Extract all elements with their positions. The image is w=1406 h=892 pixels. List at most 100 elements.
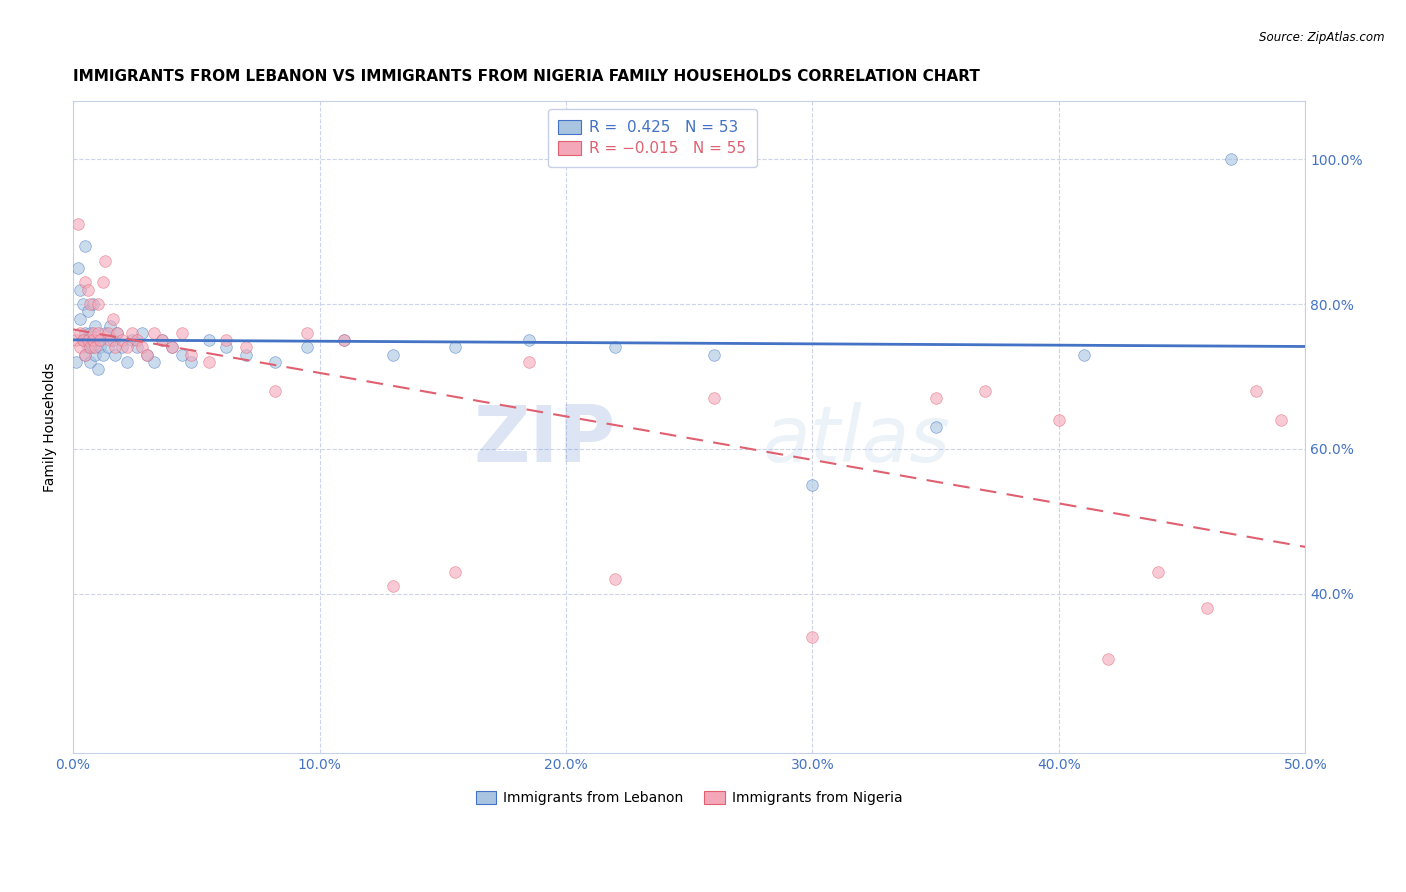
Point xyxy=(84,318,107,333)
Point xyxy=(75,326,97,340)
Point xyxy=(82,297,104,311)
Point xyxy=(65,333,87,347)
Point xyxy=(107,326,129,340)
Point xyxy=(143,355,166,369)
Point xyxy=(170,326,193,340)
Point xyxy=(72,333,94,347)
Point xyxy=(84,341,107,355)
Point xyxy=(117,355,139,369)
Point xyxy=(79,297,101,311)
Point xyxy=(160,341,183,355)
Text: atlas: atlas xyxy=(763,402,950,478)
Point xyxy=(127,341,149,355)
Point xyxy=(98,333,121,347)
Point xyxy=(801,630,824,644)
Text: ZIP: ZIP xyxy=(472,402,616,478)
Point xyxy=(79,355,101,369)
Point xyxy=(69,341,91,355)
Point xyxy=(131,341,153,355)
Point xyxy=(1195,601,1218,615)
Point xyxy=(69,326,91,340)
Point xyxy=(91,348,114,362)
Point xyxy=(65,355,87,369)
Point xyxy=(1146,565,1168,579)
Point xyxy=(101,333,124,347)
Point xyxy=(117,341,139,355)
Point xyxy=(215,341,238,355)
Point xyxy=(150,333,173,347)
Point xyxy=(87,297,110,311)
Point xyxy=(444,341,467,355)
Point xyxy=(297,326,319,340)
Point xyxy=(121,326,143,340)
Point xyxy=(101,311,124,326)
Point xyxy=(84,348,107,362)
Point xyxy=(82,333,104,347)
Point xyxy=(91,275,114,289)
Point xyxy=(69,283,91,297)
Point xyxy=(127,333,149,347)
Point xyxy=(264,384,287,398)
Point xyxy=(136,348,159,362)
Point xyxy=(160,341,183,355)
Point xyxy=(79,341,101,355)
Point xyxy=(180,355,202,369)
Point xyxy=(235,341,257,355)
Point xyxy=(180,348,202,362)
Point xyxy=(107,326,129,340)
Point xyxy=(703,391,725,405)
Point xyxy=(517,355,540,369)
Point xyxy=(1097,651,1119,665)
Text: IMMIGRANTS FROM LEBANON VS IMMIGRANTS FROM NIGERIA FAMILY HOUSEHOLDS CORRELATION: IMMIGRANTS FROM LEBANON VS IMMIGRANTS FR… xyxy=(73,69,980,84)
Point xyxy=(111,333,134,347)
Point xyxy=(382,579,405,593)
Legend: Immigrants from Lebanon, Immigrants from Nigeria: Immigrants from Lebanon, Immigrants from… xyxy=(470,786,908,811)
Point xyxy=(197,355,219,369)
Point xyxy=(87,333,110,347)
Point xyxy=(1047,413,1070,427)
Point xyxy=(94,253,117,268)
Point xyxy=(605,572,627,586)
Point xyxy=(801,478,824,492)
Point xyxy=(1244,384,1267,398)
Point xyxy=(297,341,319,355)
Point xyxy=(82,326,104,340)
Point xyxy=(111,341,134,355)
Point xyxy=(77,304,100,318)
Point xyxy=(75,348,97,362)
Point xyxy=(333,333,356,347)
Point xyxy=(925,420,948,434)
Point xyxy=(72,333,94,347)
Point xyxy=(131,326,153,340)
Point xyxy=(1073,348,1095,362)
Point xyxy=(1220,153,1243,167)
Point xyxy=(605,341,627,355)
Point xyxy=(444,565,467,579)
Point xyxy=(77,333,100,347)
Point xyxy=(69,311,91,326)
Point xyxy=(66,218,89,232)
Point xyxy=(97,326,120,340)
Point xyxy=(97,341,120,355)
Point xyxy=(75,275,97,289)
Point xyxy=(197,333,219,347)
Point xyxy=(75,239,97,253)
Point xyxy=(150,333,173,347)
Point xyxy=(215,333,238,347)
Point xyxy=(170,348,193,362)
Point xyxy=(89,341,111,355)
Point xyxy=(82,341,104,355)
Point xyxy=(77,283,100,297)
Point xyxy=(87,362,110,376)
Point xyxy=(104,341,127,355)
Point xyxy=(66,260,89,275)
Point xyxy=(143,326,166,340)
Point xyxy=(382,348,405,362)
Point xyxy=(87,326,110,340)
Y-axis label: Family Households: Family Households xyxy=(44,362,58,491)
Point xyxy=(104,348,127,362)
Point xyxy=(89,333,111,347)
Point xyxy=(79,326,101,340)
Text: Source: ZipAtlas.com: Source: ZipAtlas.com xyxy=(1260,31,1385,45)
Point xyxy=(974,384,997,398)
